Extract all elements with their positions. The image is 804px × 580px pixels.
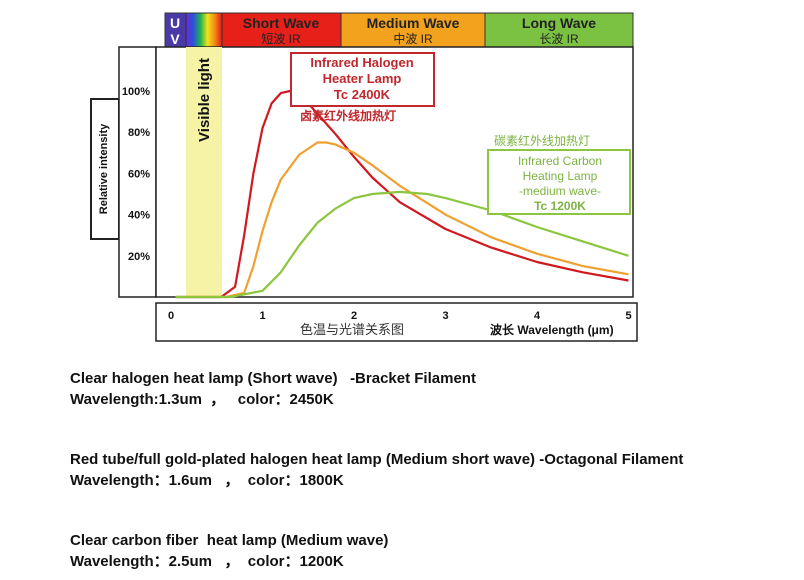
x-tick-label: 3 <box>442 310 448 322</box>
y-tick-label: 20% <box>128 251 150 263</box>
long-wave-label: Long Wave <box>522 15 596 31</box>
note-1-line1: Clear halogen heat lamp (Short wave) -Br… <box>70 370 476 387</box>
x-tick-label: 4 <box>534 310 541 322</box>
carbon-annotation-line4: Tc 1200K <box>534 199 586 213</box>
x-axis-title: 波长 Wavelength (μm) <box>490 322 614 337</box>
halogen-annotation-line2: Heater Lamp <box>323 71 402 86</box>
carbon-annotation-line1: Infrared Carbon <box>518 154 602 168</box>
note-3-line2: Wavelength：2.5um ， color：1200K <box>70 553 344 570</box>
carbon-annotation: 碳素红外线加热灯 Infrared Carbon Heating Lamp -m… <box>487 133 631 215</box>
lamp-notes-3: Clear carbon fiber heat lamp (Medium wav… <box>70 530 388 572</box>
note-3-line1: Clear carbon fiber heat lamp (Medium wav… <box>70 532 389 549</box>
uv-label-v: V <box>170 31 180 47</box>
medium-wave-label-cn: 中波 IR <box>393 31 433 46</box>
x-axis-panel <box>155 302 638 342</box>
carbon-annotation-line2: Heating Lamp <box>523 169 598 183</box>
x-axis-caption-cn: 色温与光谱关系图 <box>300 322 404 338</box>
y-axis-title: Relative intensity <box>98 123 110 214</box>
medium-wave-label: Medium Wave <box>367 15 460 31</box>
long-wave-label-cn: 长波 IR <box>539 32 579 46</box>
lamp-notes-2: Red tube/full gold-plated halogen heat l… <box>70 449 683 491</box>
note-2-line1: Red tube/full gold-plated halogen heat l… <box>70 451 684 468</box>
uv-label-u: U <box>170 15 180 31</box>
lamp-notes: Clear halogen heat lamp (Short wave) -Br… <box>70 368 476 410</box>
y-axis-title-box <box>90 98 120 240</box>
x-tick-label: 1 <box>259 310 265 322</box>
halogen-annotation-line3: Tc 2400K <box>334 87 391 102</box>
y-axis-panel <box>118 46 157 298</box>
visible-light-region <box>186 47 222 297</box>
carbon-annotation-line3: -medium wave- <box>519 184 601 198</box>
halogen-annotation: Infrared Halogen Heater Lamp Tc 2400K 卤素… <box>290 52 435 123</box>
series-line-1 <box>175 141 629 299</box>
carbon-annotation-cn: 碳素红外线加热灯 <box>494 133 590 148</box>
x-tick-label: 2 <box>351 310 357 322</box>
wave-band-bar: U V Short Wave 短波 IR Medium Wave 中波 IR L… <box>164 12 634 48</box>
x-tick-label: 5 <box>625 310 631 322</box>
short-wave-band <box>221 12 342 48</box>
halogen-annotation-line1: Infrared Halogen <box>310 55 413 70</box>
x-tick-label: 0 <box>168 310 174 322</box>
visible-spectrum-band <box>185 12 223 48</box>
note-2-line2: Wavelength：1.6um ， color：1800K <box>70 472 344 489</box>
long-wave-band <box>484 12 634 48</box>
short-wave-label-cn: 短波 IR <box>261 32 301 46</box>
halogen-annotation-cn: 卤素红外线加热灯 <box>300 108 396 123</box>
spectrum-chart: U V Short Wave 短波 IR Medium Wave 中波 IR L… <box>90 12 638 342</box>
visible-light-label: Visible light <box>196 58 213 142</box>
y-tick-label: 40% <box>128 210 150 222</box>
y-tick-label: 80% <box>128 127 150 139</box>
medium-wave-band <box>340 12 486 48</box>
y-tick-label: 100% <box>122 86 150 98</box>
y-tick-label: 60% <box>128 168 150 180</box>
y-axis-ticks: 20% 40% 60% 80% 100% <box>122 86 150 263</box>
note-1-line2: Wavelength:1.3um ， color：2450K <box>70 391 334 408</box>
short-wave-label: Short Wave <box>243 15 320 31</box>
x-axis-ticks: 0 1 2 3 4 5 <box>168 310 632 322</box>
series-line-2 <box>175 190 629 299</box>
